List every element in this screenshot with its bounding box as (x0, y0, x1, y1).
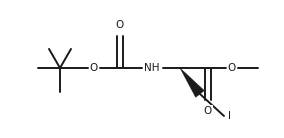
Text: I: I (228, 111, 231, 121)
Text: NH: NH (144, 63, 160, 73)
Text: O: O (228, 63, 236, 73)
Text: O: O (204, 106, 212, 116)
Polygon shape (180, 68, 204, 97)
Text: O: O (90, 63, 98, 73)
Text: O: O (116, 20, 124, 30)
